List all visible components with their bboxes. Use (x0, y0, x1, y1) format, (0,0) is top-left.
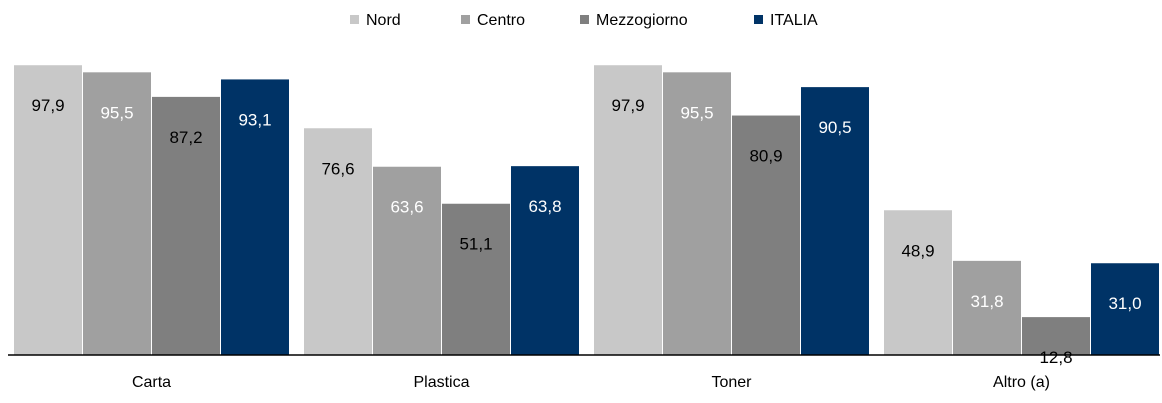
value-label-altro-a-centro: 31,8 (970, 292, 1003, 311)
x-tick-label-plastica: Plastica (413, 374, 469, 391)
bar-plastica-centro (373, 166, 441, 355)
bar-toner-nord (594, 65, 662, 355)
legend-swatch-nord (350, 15, 359, 24)
bar-carta-italia (221, 79, 289, 355)
legend-swatch-centro (461, 15, 470, 24)
value-label-toner-centro: 95,5 (680, 103, 713, 122)
value-labels: 97,9 95,5 87,2 93,1 76,6 63,6 51,1 63,8 97,9 95,5… (31, 96, 1141, 367)
legend-label-mezzogiorno: Mezzogiorno (596, 12, 688, 29)
value-label-plastica-mezzogiorno: 51,1 (459, 235, 492, 254)
value-label-carta-italia: 93,1 (238, 110, 271, 129)
value-label-plastica-centro: 63,6 (390, 198, 423, 217)
value-label-toner-nord: 97,9 (611, 96, 644, 115)
bar-altro-a-centro (953, 260, 1021, 355)
bar-toner-mezzogiorno (732, 115, 800, 355)
x-tick-label-carta: Carta (132, 374, 171, 391)
value-label-carta-mezzogiorno: 87,2 (169, 128, 202, 147)
bar-altro-a-italia (1091, 263, 1159, 355)
legend-swatch-mezzogiorno (580, 15, 589, 24)
bar-toner-centro (663, 72, 731, 355)
bar-carta-mezzogiorno (152, 96, 220, 355)
legend-label-centro: Centro (477, 12, 525, 29)
value-label-plastica-italia: 63,8 (528, 197, 561, 216)
legend-label-italia: ITALIA (770, 12, 818, 29)
bar-plastica-mezzogiorno (442, 203, 510, 355)
value-label-toner-mezzogiorno: 80,9 (749, 147, 782, 166)
value-label-carta-nord: 97,9 (31, 96, 64, 115)
value-label-toner-italia: 90,5 (818, 118, 851, 137)
bar-carta-centro (83, 72, 151, 355)
bar-plastica-italia (511, 166, 579, 355)
value-label-altro-a-nord: 48,9 (901, 241, 934, 260)
x-axis-tick-labels: Carta Plastica Toner Altro (a) (132, 374, 1050, 391)
x-tick-label-toner: Toner (711, 374, 752, 391)
value-label-plastica-nord: 76,6 (321, 159, 354, 178)
x-tick-label-altro-a: Altro (a) (993, 374, 1050, 391)
bar-altro-a-mezzogiorno (1022, 317, 1090, 355)
bar-toner-italia (801, 87, 869, 356)
legend-label-nord: Nord (366, 12, 401, 29)
value-label-carta-centro: 95,5 (100, 103, 133, 122)
value-label-altro-a-mezzogiorno: 12,8 (1039, 348, 1072, 367)
legend-swatch-italia (754, 15, 763, 24)
value-label-altro-a-italia: 31,0 (1108, 294, 1141, 313)
bars (14, 65, 1159, 356)
legend: Nord Centro Mezzogiorno ITALIA (350, 12, 818, 29)
bar-altro-a-nord (884, 210, 952, 355)
bar-carta-nord (14, 65, 82, 355)
bar-plastica-nord (304, 128, 372, 355)
